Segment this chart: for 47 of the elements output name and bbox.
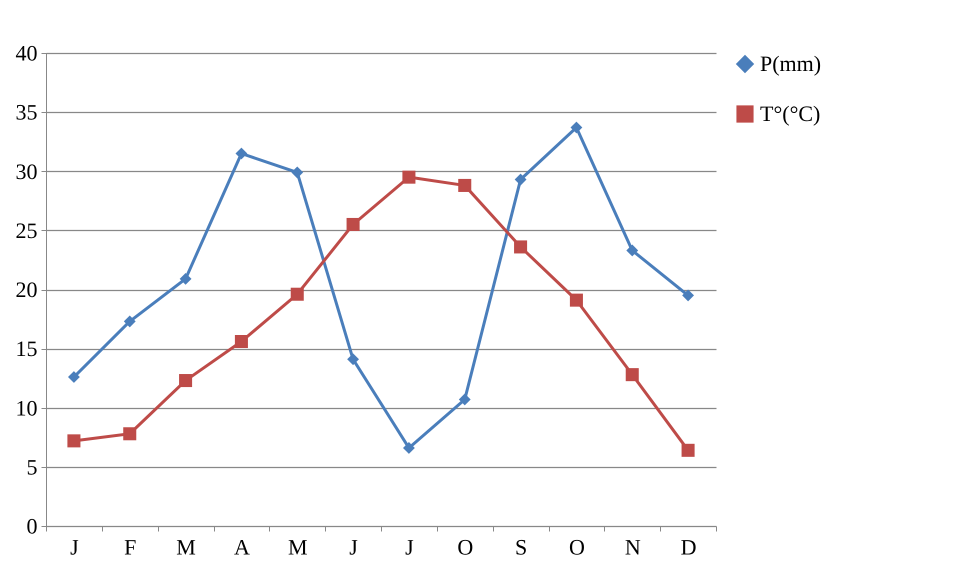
point (123, 427, 136, 440)
y-tick-label: 10 (16, 395, 38, 420)
point (682, 289, 694, 302)
point (458, 394, 471, 406)
x-tick-label: S (514, 534, 528, 560)
x-tick-label: O (457, 534, 474, 560)
point (682, 444, 695, 457)
y-tick-label: 5 (26, 454, 38, 480)
point (402, 170, 416, 184)
point (458, 178, 472, 192)
y-tick-label: 35 (16, 100, 38, 125)
point (291, 166, 304, 178)
x-tick-label: M (288, 534, 308, 560)
point (514, 174, 526, 186)
point (626, 244, 638, 256)
y-tick-label: 15 (16, 336, 38, 362)
point (290, 288, 304, 301)
y-tick-label: 20 (16, 277, 38, 302)
x-tick-label: M (176, 534, 196, 560)
point (180, 272, 192, 285)
point (124, 316, 136, 328)
x-tick-label: J (405, 534, 414, 560)
y-tick-label: 25 (16, 218, 38, 243)
point (179, 374, 192, 388)
point (346, 218, 360, 231)
legend-label: P(mm) (760, 51, 822, 76)
x-tick-label: D (680, 534, 697, 560)
point (234, 335, 248, 348)
y-tick-label: 30 (16, 158, 38, 184)
x-tick-label: F (124, 534, 136, 560)
point (68, 371, 80, 383)
legend-label: T°(°C) (760, 101, 820, 126)
point (626, 368, 639, 382)
point (570, 294, 583, 307)
point (236, 148, 248, 160)
y-tick-label: 0 (26, 514, 38, 538)
point (347, 353, 359, 366)
x-tick-label: J (70, 534, 80, 560)
point (403, 442, 415, 454)
y-tick-label: 40 (16, 40, 38, 66)
point (67, 434, 80, 448)
point (570, 122, 582, 134)
x-tick-label: O (568, 534, 585, 560)
x-tick-label: J (349, 534, 358, 560)
x-tick-label: A (234, 534, 250, 560)
point (514, 240, 528, 254)
x-tick-label: N (624, 534, 641, 560)
